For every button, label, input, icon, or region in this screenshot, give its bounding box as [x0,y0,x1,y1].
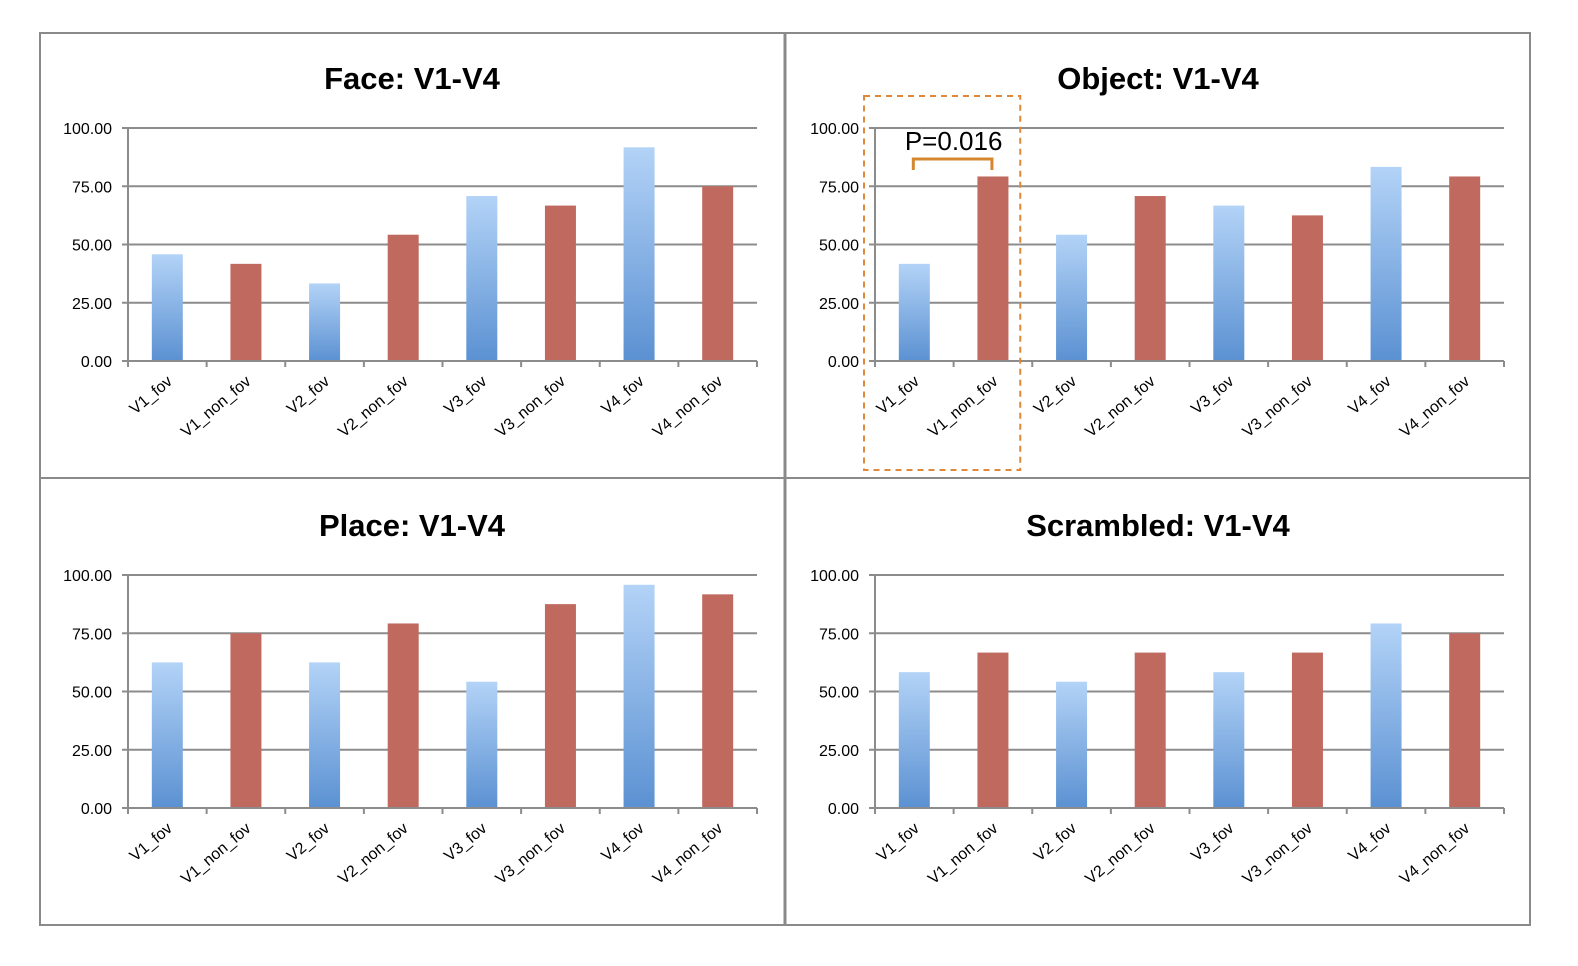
x-tick-label-v4-fov: V4_fov [1346,820,1395,865]
bar-v1-non-fov [977,176,1009,361]
bar-v3-non-fov [1291,215,1323,361]
bar-v4-fov [623,584,655,808]
y-tick-label: 75.00 [72,626,112,643]
y-tick-label: 25.00 [72,743,112,760]
y-tick-label: 100.00 [63,121,112,138]
x-tick-label-v4-fov: V4_fov [599,820,648,865]
x-tick-label-v1-fov: V1_fov [874,373,923,418]
significance-bracket [911,157,994,170]
bar-v4-fov [1370,166,1402,361]
y-tick-label: 50.00 [819,685,859,702]
bar-v2-non-fov [387,623,419,808]
x-tick-label-v4-non-fov: V4_non_fov [1397,373,1473,441]
bar-v2-fov [309,662,341,808]
y-tick-label: 25.00 [819,743,859,760]
x-tick-label-v1-fov: V1_fov [874,820,923,865]
x-tick-label-v4-non-fov: V4_non_fov [650,820,726,888]
x-tick-label-v3-non-fov: V3_non_fov [493,373,569,441]
bar-v1-non-fov [230,633,262,808]
bar-v1-fov [898,672,930,808]
x-tick-label-v1-non-fov: V1_non_fov [925,373,1001,441]
x-tick-label-v4-fov: V4_fov [1346,373,1395,418]
x-tick-label-v1-non-fov: V1_non_fov [178,373,254,441]
x-tick-label-v3-fov: V3_fov [1188,373,1237,418]
bar-v2-fov [309,283,341,361]
x-tick-label-v1-non-fov: V1_non_fov [178,820,254,888]
chart-panel-face-v1-v4: Face: V1-V4 0.00 25.00 50.00 75.00 100.00 V1_f… [63,61,758,441]
x-tick-label-v1-fov: V1_fov [127,820,176,865]
bar-v4-non-fov [702,186,734,361]
significance-label: P=0.016 [905,126,1003,156]
x-tick-label-v2-non-fov: V2_non_fov [335,820,411,888]
bar-v3-non-fov [1291,652,1323,808]
bar-v3-fov [1213,205,1245,361]
bar-v4-non-fov [702,594,734,808]
y-tick-label: 100.00 [810,568,859,585]
bar-v4-fov [623,147,655,361]
bar-v4-non-fov [1449,633,1481,808]
y-tick-label: 0.00 [81,801,112,818]
y-tick-label: 50.00 [72,685,112,702]
bar-v1-non-fov [977,652,1009,808]
chart-panel-scrambled-v1-v4: Scrambled: V1-V4 0.00 25.00 50.00 75.00 100.0… [810,508,1505,888]
y-tick-label: 75.00 [72,179,112,196]
x-tick-label-v2-fov: V2_fov [284,373,333,418]
y-tick-label: 75.00 [819,626,859,643]
x-tick-label-v2-non-fov: V2_non_fov [1082,373,1158,441]
bar-v2-fov [1056,681,1088,808]
y-tick-label: 100.00 [63,568,112,585]
x-tick-label-v3-fov: V3_fov [441,373,490,418]
y-tick-label: 0.00 [828,801,859,818]
y-tick-label: 25.00 [72,296,112,313]
x-tick-label-v2-fov: V2_fov [284,820,333,865]
x-tick-label-v3-non-fov: V3_non_fov [1240,820,1316,888]
y-tick-label: 50.00 [819,238,859,255]
x-tick-label-v2-fov: V2_fov [1031,820,1080,865]
x-tick-label-v4-non-fov: V4_non_fov [1397,820,1473,888]
bar-v2-non-fov [1134,196,1166,361]
chart-panel-object-v1-v4: Object: V1-V4 0.00 25.00 50.00 75.00 100.00 V1… [810,61,1505,471]
x-tick-label-v2-fov: V2_fov [1031,373,1080,418]
y-tick-label: 0.00 [828,354,859,371]
bar-v1-fov [898,263,930,361]
bar-v2-non-fov [387,234,419,361]
highlight-box [863,95,1022,471]
x-tick-label-v3-non-fov: V3_non_fov [493,820,569,888]
chart-title: Face: V1-V4 [324,61,501,96]
chart-panel-place-v1-v4: Place: V1-V4 0.00 25.00 50.00 75.00 100.00 V1_… [63,508,758,888]
bar-v4-fov [1370,623,1402,808]
y-tick-label: 75.00 [819,179,859,196]
chart-title: Place: V1-V4 [319,508,506,543]
bar-v1-fov [151,662,183,808]
bar-v3-non-fov [544,205,576,361]
chart-title: Object: V1-V4 [1057,61,1259,96]
x-tick-label-v4-non-fov: V4_non_fov [650,373,726,441]
x-tick-label-v1-non-fov: V1_non_fov [925,820,1001,888]
bar-v3-fov [1213,672,1245,808]
x-tick-label-v4-fov: V4_fov [599,373,648,418]
x-tick-label-v2-non-fov: V2_non_fov [1082,820,1158,888]
bar-v3-fov [466,196,498,361]
y-tick-label: 100.00 [810,121,859,138]
bar-v1-non-fov [230,263,262,361]
figure-frame [39,32,1531,926]
bar-v4-non-fov [1449,176,1481,361]
x-tick-label-v3-fov: V3_fov [441,820,490,865]
chart-title: Scrambled: V1-V4 [1026,508,1290,543]
bar-v3-non-fov [544,604,576,808]
bar-v2-non-fov [1134,652,1166,808]
bar-v2-fov [1056,234,1088,361]
x-tick-label-v1-fov: V1_fov [127,373,176,418]
y-tick-label: 0.00 [81,354,112,371]
bar-v3-fov [466,681,498,808]
x-tick-label-v3-non-fov: V3_non_fov [1240,373,1316,441]
bar-v1-fov [151,254,183,361]
y-tick-label: 50.00 [72,238,112,255]
x-tick-label-v2-non-fov: V2_non_fov [335,373,411,441]
y-tick-label: 25.00 [819,296,859,313]
x-tick-label-v3-fov: V3_fov [1188,820,1237,865]
